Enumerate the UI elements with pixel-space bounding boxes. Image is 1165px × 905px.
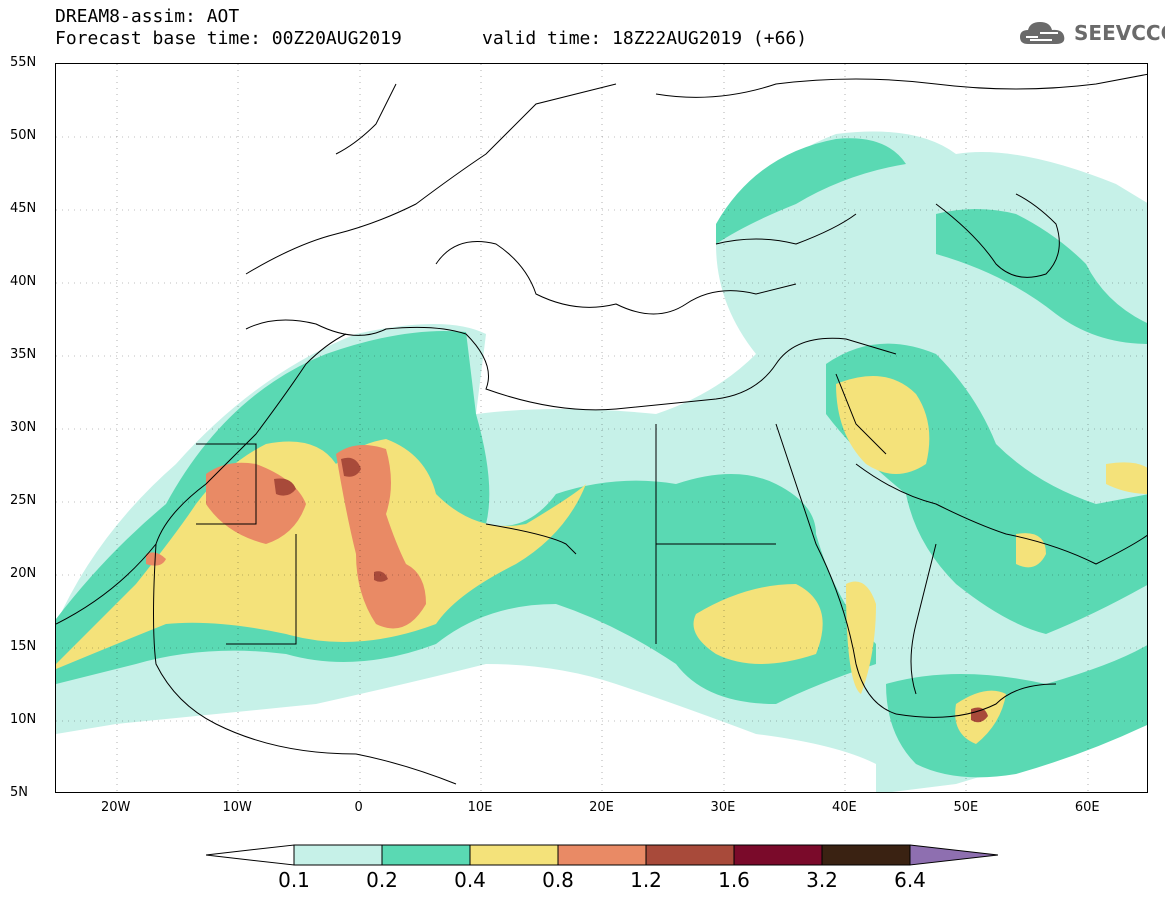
colorbar-label: 0.8 [542,868,574,892]
logo-text: SEEVCCC [1074,21,1165,45]
colorbar-segment [469,844,559,866]
lat-label: 10N [10,712,37,727]
colorbar-segment [557,844,647,866]
lat-label: 20N [10,566,37,581]
colorbar-segment [645,844,735,866]
lat-label: 45N [10,201,37,216]
colorbar-segment [293,844,383,866]
colorbar-label: 0.4 [454,868,486,892]
lon-label: 0 [354,800,363,815]
seevccc-logo: SEEVCCC [1018,18,1165,48]
valid-time-label: valid time: 18Z22AUG2019 (+66) [482,28,808,49]
lon-label: 40E [831,800,857,815]
lat-label: 55N [10,55,37,70]
lat-label: 5N [10,785,28,800]
colorbar-segment [821,844,911,866]
lat-label: 50N [10,128,37,143]
aot-map [56,64,1147,792]
colorbar-label: 6.4 [894,868,926,892]
map-title: DREAM8-assim: AOT [55,6,240,27]
colorbar-under-arrow [206,844,295,866]
lon-label: 10E [467,800,493,815]
lon-label: 60E [1074,800,1100,815]
colorbar-label: 0.1 [278,868,310,892]
colorbar-label: 1.6 [718,868,750,892]
lon-label: 50E [953,800,979,815]
colorbar-segment [733,844,823,866]
graticule [56,64,1147,792]
colorbar-segment [381,844,471,866]
coastlines [56,73,1147,785]
aot-band-0-4 [56,376,1147,744]
lat-label: 30N [10,420,37,435]
lat-label: 35N [10,347,37,362]
colorbar-label: 3.2 [806,868,838,892]
lon-label: 10W [222,800,252,815]
base-time-label: Forecast base time: 00Z20AUG2019 [55,28,402,49]
lon-label: 30E [710,800,736,815]
colorbar [206,844,998,866]
map-area [55,63,1148,793]
lon-label: 20E [589,800,614,815]
lat-label: 40N [10,274,37,289]
lat-label: 15N [10,639,37,654]
aot-band-1-2 [274,457,988,723]
lat-label: 25N [10,493,37,508]
cloud-icon [1020,22,1065,44]
colorbar-label: 0.2 [366,868,398,892]
lon-label: 20W [101,800,131,815]
colorbar-label: 1.2 [630,868,662,892]
colorbar-over-arrow [909,844,998,866]
